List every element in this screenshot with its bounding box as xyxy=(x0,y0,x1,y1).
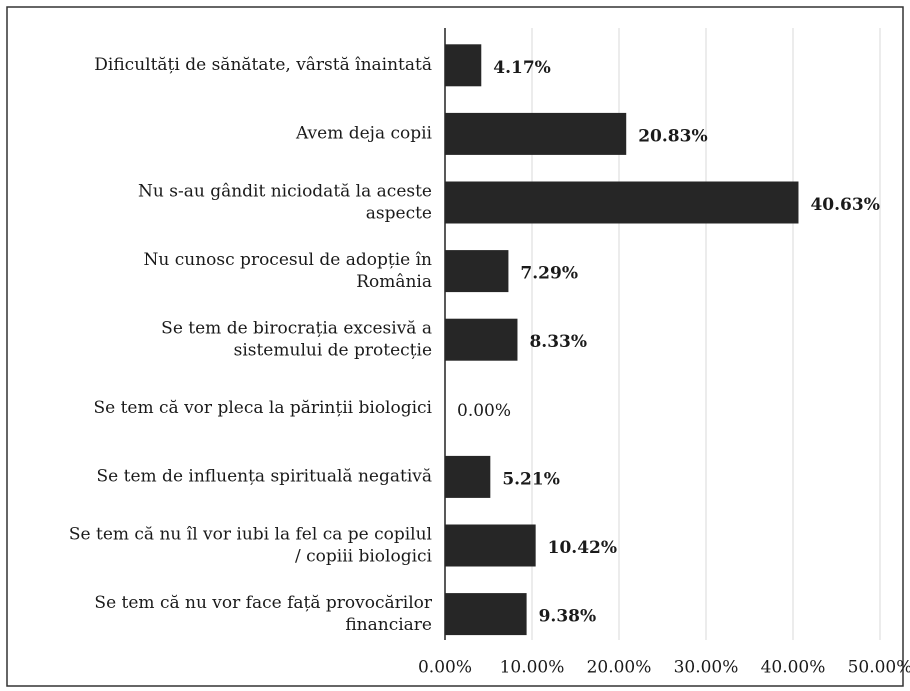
value-label: 20.83% xyxy=(638,126,707,146)
y-tick-label: Nu s-au gândit niciodată la aceste aspect… xyxy=(138,181,432,223)
value-label: 8.33% xyxy=(529,332,587,352)
x-tick-label: 30.00% xyxy=(674,658,739,678)
y-tick-label: Dificultăți de sănătate, vârstă înaintat… xyxy=(94,55,432,75)
x-tick-label: 10.00% xyxy=(500,658,565,678)
bar xyxy=(445,44,482,87)
bar xyxy=(445,593,527,636)
value-label: 7.29% xyxy=(520,264,578,284)
y-tick-label: Se tem că nu îl vor iubi la fel ca pe co… xyxy=(69,524,433,566)
value-label: 10.42% xyxy=(548,538,617,558)
bar xyxy=(445,112,627,155)
bar xyxy=(445,524,536,567)
y-tick-label: Se tem că vor pleca la părinții biologic… xyxy=(93,398,432,418)
y-tick-label: Se tem de birocrația excesivă a sistemulu… xyxy=(161,318,432,360)
x-tick-label: 0.00% xyxy=(418,658,472,678)
y-tick-label: Nu cunosc procesul de adopție în România xyxy=(144,250,433,292)
bar xyxy=(445,181,799,224)
bar xyxy=(445,318,518,361)
y-tick-label: Se tem că nu vor face față provocărilor f… xyxy=(94,593,432,635)
value-label: 9.38% xyxy=(539,607,597,627)
x-tick-label: 50.00% xyxy=(848,658,910,678)
bar xyxy=(445,250,509,293)
value-label: 5.21% xyxy=(502,469,560,489)
x-tick-label: 40.00% xyxy=(761,658,826,678)
y-tick-label: Se tem de influența spirituală negativă xyxy=(97,466,432,486)
value-label: 4.17% xyxy=(493,58,551,78)
x-tick-label: 20.00% xyxy=(587,658,652,678)
value-label: 0.00% xyxy=(457,401,511,421)
bar xyxy=(445,455,491,498)
value-label: 40.63% xyxy=(810,195,879,215)
y-tick-label: Avem deja copii xyxy=(295,123,433,143)
